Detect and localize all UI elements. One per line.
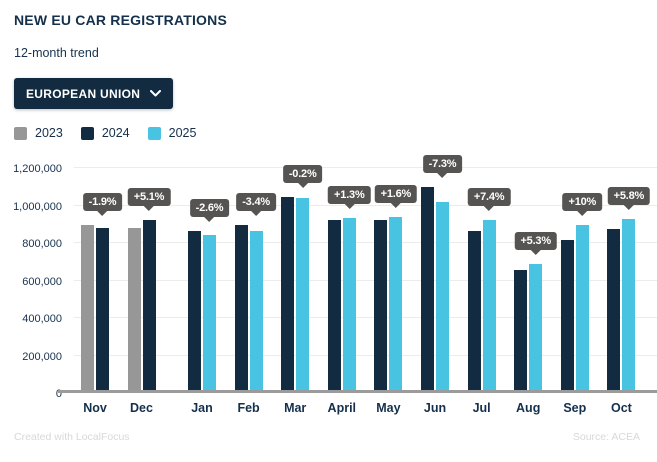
- legend-swatch-2023: [14, 126, 27, 140]
- bar-2024-mar[interactable]: [281, 197, 295, 391]
- region-dropdown[interactable]: EUROPEAN UNION: [14, 78, 174, 109]
- bar-2025-oct[interactable]: [622, 219, 636, 391]
- x-label-jan: Jan: [191, 401, 213, 415]
- bar-2025-april[interactable]: [342, 217, 356, 391]
- bar-2024-aug[interactable]: [514, 270, 528, 391]
- chart-footer: Created with LocalFocus Source: ACEA: [14, 431, 640, 443]
- legend-label: 2025: [168, 126, 197, 140]
- bar-2024-jan[interactable]: [188, 231, 201, 391]
- y-tick-label: 600,000: [22, 275, 62, 288]
- bar-2025-jun[interactable]: [436, 201, 449, 391]
- region-dropdown-label: EUROPEAN UNION: [26, 86, 141, 101]
- change-label-nov: -1.9%: [82, 193, 123, 217]
- gridline: [74, 204, 657, 206]
- bar-2024-jun[interactable]: [421, 186, 434, 391]
- bar-2023-dec[interactable]: [127, 228, 141, 391]
- y-tick-label: 800,000: [22, 238, 62, 250]
- y-axis: 0 200,000 400,000 600,000 800,000 1,000,000 1,…: [0, 163, 62, 400]
- change-label-aug: +5.3%: [514, 232, 557, 256]
- legend-label: 2024: [101, 126, 130, 140]
- y-tick-label: 0: [55, 388, 62, 400]
- x-label-feb: Feb: [237, 401, 260, 415]
- x-label-dec: Dec: [130, 401, 153, 415]
- change-label-jun: -7.3%: [422, 154, 463, 178]
- change-label-dec: +5.1%: [127, 188, 171, 212]
- x-label-april: April: [327, 401, 357, 415]
- legend-label: 2023: [35, 126, 63, 140]
- change-label-april: +1.3%: [328, 185, 371, 209]
- x-label-mar: Mar: [284, 401, 307, 415]
- x-label-jun: Jun: [423, 401, 447, 415]
- created-with-link[interactable]: Created with LocalFocus: [14, 431, 130, 443]
- y-tick-label: 1,000,000: [13, 200, 62, 213]
- plot-area: -1.9% +5.1% -2.6% -3.4% -0.2% +1.3% +1.6% -7.3%…: [58, 154, 657, 393]
- bar-2024-may[interactable]: [374, 220, 388, 391]
- legend-swatch-2024: [80, 126, 94, 140]
- change-label-mar: -0.2%: [282, 165, 323, 189]
- bar-chart: 0 200,000 400,000 600,000 800,000 1,000,000 1,…: [0, 154, 657, 418]
- x-label-sep: Sep: [563, 401, 587, 415]
- legend-swatch-2025: [147, 126, 161, 140]
- change-label-may: +1.6%: [374, 185, 418, 209]
- legend-item-2024[interactable]: 2024: [80, 126, 130, 140]
- change-label-jul: +7.4%: [467, 187, 511, 211]
- bar-2024-dec[interactable]: [142, 220, 156, 391]
- gridline: [74, 354, 657, 356]
- legend-item-2025[interactable]: 2025: [147, 126, 197, 140]
- change-label-sep: +10%: [562, 192, 603, 216]
- bar-2025-aug[interactable]: [529, 264, 543, 391]
- source-label: Source: ACEA: [572, 431, 640, 443]
- bar-2025-jul[interactable]: [482, 219, 496, 391]
- change-label-oct: +5.8%: [607, 187, 651, 211]
- legend-item-2023[interactable]: 2023: [14, 126, 63, 140]
- chart-legend: 2023 2024 2025: [14, 126, 196, 140]
- gridline: [74, 242, 657, 243]
- x-label-may: May: [376, 401, 401, 415]
- change-label-jan: -2.6%: [189, 199, 230, 223]
- bar-2025-jan[interactable]: [203, 235, 216, 391]
- bar-2024-sep[interactable]: [560, 239, 574, 391]
- y-tick-label: 200,000: [22, 350, 62, 363]
- x-label-aug: Aug: [516, 401, 541, 415]
- bar-2024-april[interactable]: [327, 219, 341, 391]
- change-label-feb: -3.4%: [236, 193, 276, 217]
- gridline: [74, 317, 657, 318]
- bar-2024-nov[interactable]: [96, 228, 109, 391]
- bar-2025-feb[interactable]: [249, 231, 263, 391]
- gridline: [74, 167, 657, 168]
- chevron-down-icon: [150, 90, 162, 97]
- y-tick-label: 400,000: [22, 313, 62, 325]
- x-label-oct: Oct: [610, 401, 632, 415]
- bar-2025-mar[interactable]: [296, 197, 310, 391]
- x-label-jul: Jul: [472, 401, 491, 415]
- chart-subtitle: 12-month trend: [14, 46, 99, 60]
- x-axis-line: [58, 390, 657, 393]
- bar-2025-sep[interactable]: [575, 224, 589, 391]
- bar-2024-oct[interactable]: [607, 228, 621, 391]
- page-title: NEW EU CAR REGISTRATIONS: [14, 12, 227, 28]
- gridline: [74, 279, 657, 281]
- x-label-nov: Nov: [83, 401, 107, 415]
- bar-2024-jul[interactable]: [467, 231, 481, 391]
- y-tick-label: 1,200,000: [13, 163, 62, 175]
- bar-2023-nov[interactable]: [81, 225, 94, 391]
- bar-2024-feb[interactable]: [234, 225, 248, 391]
- bar-2025-may[interactable]: [389, 217, 403, 391]
